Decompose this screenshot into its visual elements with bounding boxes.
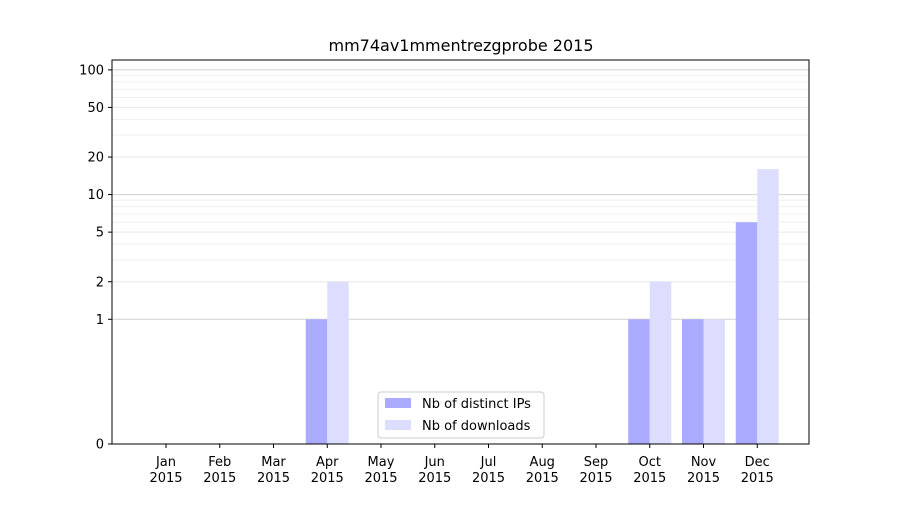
bar-distinct-ips-nov xyxy=(682,319,704,444)
y-tick-label: 50 xyxy=(87,101,104,116)
y-axis: 0 1 2 5 10 20 50 100 xyxy=(79,63,112,453)
x-tick-label-month: Apr xyxy=(316,455,339,470)
x-tick-label-year: 2015 xyxy=(687,471,720,486)
x-tick-label-year: 2015 xyxy=(741,471,774,486)
legend-label-distinct-ips: Nb of distinct IPs xyxy=(422,397,531,412)
x-tick-label-year: 2015 xyxy=(257,471,290,486)
x-tick-label-year: 2015 xyxy=(579,471,612,486)
bar-distinct-ips-dec xyxy=(735,222,758,444)
y-tick-label: 0 xyxy=(96,438,104,453)
x-axis: Jan2015Feb2015Mar2015Apr2015May2015Jun20… xyxy=(149,444,774,486)
x-tick-label-year: 2015 xyxy=(203,471,236,486)
legend-swatch-downloads xyxy=(385,420,411,430)
y-tick-label: 1 xyxy=(96,313,104,328)
x-tick-label-month: Nov xyxy=(691,455,717,470)
x-tick-label-month: Jan xyxy=(155,455,176,470)
x-tick-label-year: 2015 xyxy=(149,471,182,486)
legend-swatch-distinct-ips xyxy=(385,398,411,408)
plot-frame xyxy=(111,59,810,445)
legend-label-downloads: Nb of downloads xyxy=(422,419,531,434)
x-tick-label-month: Jul xyxy=(480,455,497,470)
x-tick-label-month: Feb xyxy=(208,455,231,470)
y-tick-label: 100 xyxy=(79,63,104,78)
y-tick-label: 10 xyxy=(87,188,104,203)
x-tick-label-year: 2015 xyxy=(311,471,344,486)
y-tick-label: 2 xyxy=(96,275,104,290)
bar-downloads-oct xyxy=(649,281,672,444)
y-tick-label: 5 xyxy=(96,226,104,241)
bar-downloads-nov xyxy=(703,319,725,444)
x-tick-label-month: Aug xyxy=(530,455,555,470)
x-tick-label-year: 2015 xyxy=(418,471,451,486)
x-tick-label-month: Mar xyxy=(261,455,286,470)
y-tick-label: 20 xyxy=(87,151,104,166)
x-tick-label-month: Dec xyxy=(745,455,770,470)
bar-distinct-ips-apr xyxy=(305,319,328,444)
bar-downloads-dec xyxy=(757,169,779,444)
x-tick-label-year: 2015 xyxy=(526,471,559,486)
x-tick-label-month: Sep xyxy=(584,455,609,470)
x-tick-label-month: Jun xyxy=(424,455,445,470)
x-tick-label-year: 2015 xyxy=(364,471,397,486)
bars xyxy=(305,169,779,444)
x-tick-label-month: Oct xyxy=(639,455,661,470)
chart-title: mm74av1mmentrezgprobe 2015 xyxy=(328,36,593,55)
bar-downloads-apr xyxy=(327,281,349,444)
legend-box xyxy=(377,391,545,439)
grid-lines xyxy=(112,69,809,320)
x-tick-label-month: May xyxy=(368,455,395,470)
x-tick-label-year: 2015 xyxy=(633,471,666,486)
x-tick-label-year: 2015 xyxy=(472,471,505,486)
bar-distinct-ips-oct xyxy=(628,319,650,444)
legend: Nb of distinct IPs Nb of downloads xyxy=(377,391,545,439)
